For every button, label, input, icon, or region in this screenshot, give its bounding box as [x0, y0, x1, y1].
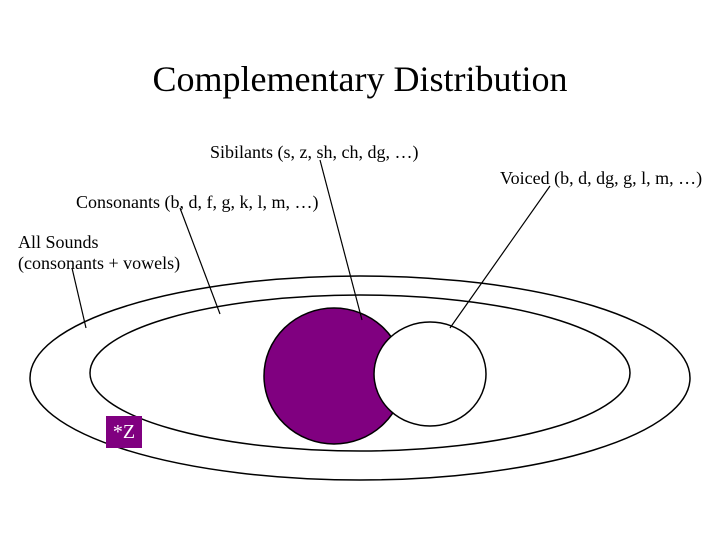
label-voiced: Voiced (b, d, dg, g, l, m, …)	[500, 168, 702, 189]
diagram-canvas: Complementary Distribution Sibilants (s,…	[0, 0, 720, 540]
leader-consonants	[180, 208, 220, 314]
leader-allsounds	[72, 268, 86, 328]
label-allsounds: All Sounds (consonants + vowels)	[18, 232, 180, 274]
ellipse-voiced	[374, 322, 486, 426]
z-box-text: *Z	[113, 421, 135, 444]
label-consonants: Consonants (b, d, f, g, k, l, m, …)	[76, 192, 319, 213]
z-box: *Z	[106, 416, 142, 448]
label-sibilants: Sibilants (s, z, sh, ch, dg, …)	[210, 142, 419, 163]
